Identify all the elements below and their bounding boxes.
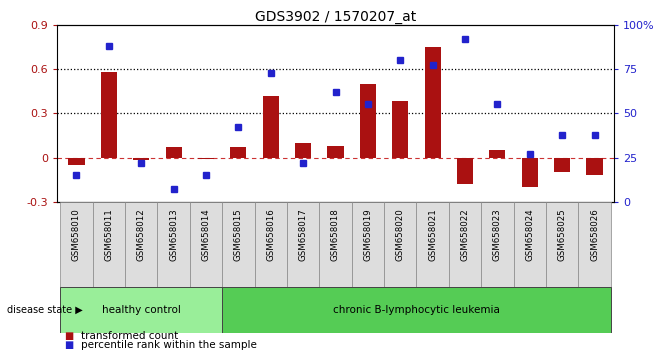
Bar <box>230 147 246 158</box>
Text: percentile rank within the sample: percentile rank within the sample <box>81 341 256 350</box>
Bar <box>60 287 222 333</box>
Text: transformed count: transformed count <box>81 331 178 341</box>
Bar <box>158 202 190 287</box>
Text: GSM658017: GSM658017 <box>299 209 307 261</box>
Text: GSM658011: GSM658011 <box>105 209 113 261</box>
Text: GSM658010: GSM658010 <box>72 209 81 261</box>
Bar <box>360 84 376 158</box>
Text: GSM658023: GSM658023 <box>493 209 502 261</box>
Bar <box>262 96 279 158</box>
Text: healthy control: healthy control <box>102 305 180 315</box>
Bar <box>586 158 603 175</box>
Bar <box>319 202 352 287</box>
Text: ■: ■ <box>64 341 73 350</box>
Bar <box>68 158 85 165</box>
Bar <box>449 202 481 287</box>
Text: GSM658026: GSM658026 <box>590 209 599 261</box>
Bar <box>481 202 513 287</box>
Bar <box>425 47 441 158</box>
Title: GDS3902 / 1570207_at: GDS3902 / 1570207_at <box>255 10 416 24</box>
Text: GSM658025: GSM658025 <box>558 209 566 261</box>
Bar <box>521 158 538 187</box>
Bar <box>578 202 611 287</box>
Bar <box>352 202 384 287</box>
Bar <box>222 202 254 287</box>
Text: GSM658019: GSM658019 <box>364 209 372 261</box>
Bar <box>513 202 546 287</box>
Bar <box>546 202 578 287</box>
Bar <box>489 150 505 158</box>
Text: GSM658021: GSM658021 <box>428 209 437 261</box>
Bar <box>392 102 409 158</box>
Bar <box>254 202 287 287</box>
Bar <box>327 146 344 158</box>
Bar <box>166 147 182 158</box>
Text: GSM658020: GSM658020 <box>396 209 405 261</box>
Text: GSM658024: GSM658024 <box>525 209 534 261</box>
Bar <box>190 202 222 287</box>
Bar <box>384 202 417 287</box>
Bar <box>198 158 214 159</box>
Text: ■: ■ <box>64 331 73 341</box>
Text: GSM658016: GSM658016 <box>266 209 275 261</box>
Text: chronic B-lymphocytic leukemia: chronic B-lymphocytic leukemia <box>333 305 500 315</box>
Bar <box>93 202 125 287</box>
Bar <box>417 202 449 287</box>
Bar <box>125 202 158 287</box>
Bar <box>457 158 473 184</box>
Bar <box>222 287 611 333</box>
Text: disease state ▶: disease state ▶ <box>7 305 83 315</box>
Bar <box>133 158 150 160</box>
Bar <box>554 158 570 172</box>
Text: GSM658018: GSM658018 <box>331 209 340 261</box>
Text: GSM658012: GSM658012 <box>137 209 146 261</box>
Bar <box>295 143 311 158</box>
Text: GSM658014: GSM658014 <box>201 209 211 261</box>
Text: GSM658015: GSM658015 <box>234 209 243 261</box>
Text: GSM658022: GSM658022 <box>460 209 470 261</box>
Bar <box>101 72 117 158</box>
Bar <box>60 202 93 287</box>
Text: GSM658013: GSM658013 <box>169 209 178 261</box>
Bar <box>287 202 319 287</box>
